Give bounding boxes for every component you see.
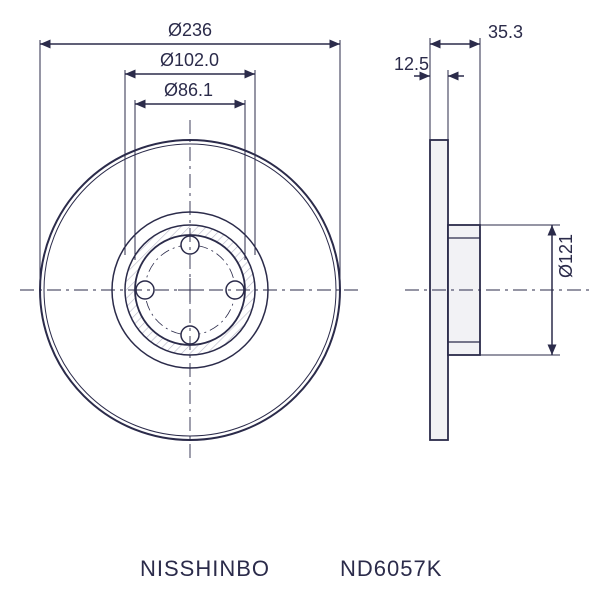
- dim-outer-diameter: Ø236: [168, 20, 212, 41]
- side-view: [405, 140, 590, 440]
- brand-label: NISSHINBO: [140, 556, 270, 582]
- part-number: ND6057K: [340, 556, 442, 582]
- technical-drawing: Ø236 Ø102.0 Ø86.1 12.5 35.3 Ø121: [0, 0, 600, 600]
- dim-overall-height: 35.3: [488, 22, 523, 43]
- dim-hub-diameter: Ø121: [556, 234, 577, 278]
- front-view: [20, 120, 360, 460]
- dim-thickness: 12.5: [394, 54, 429, 75]
- dim-bolt-circle: Ø102.0: [160, 50, 219, 71]
- dim-bore: Ø86.1: [164, 80, 213, 101]
